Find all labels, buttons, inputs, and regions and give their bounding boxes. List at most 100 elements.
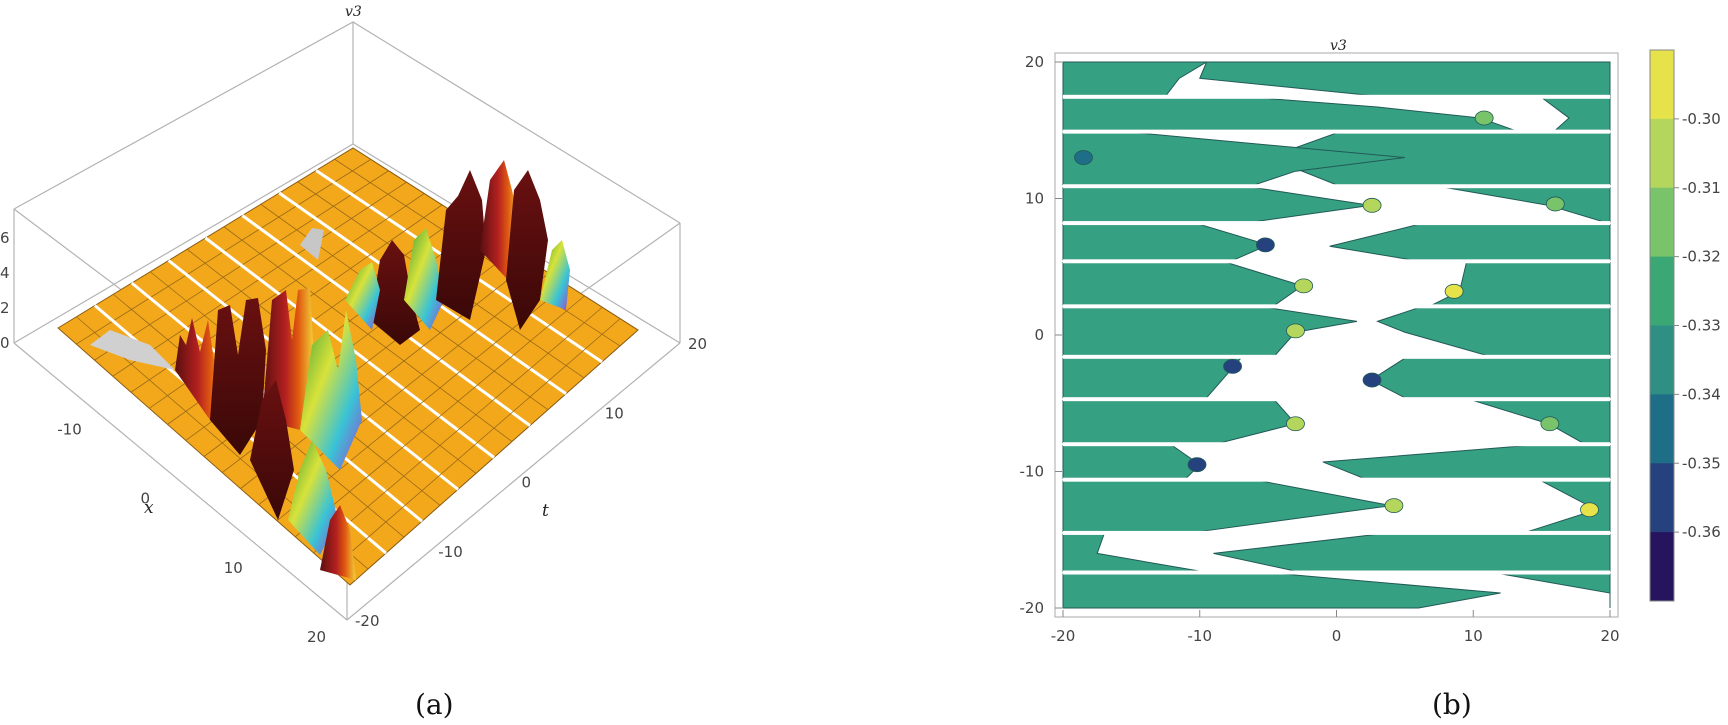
contour-level-patch — [1362, 372, 1382, 388]
contour-level-patch — [1187, 457, 1207, 473]
t-tick-label: 20 — [688, 335, 707, 353]
colorbar: -0.30 -0.31 -0.32 -0.33 -0.34 -0.35 -0.36 — [1649, 49, 1721, 602]
x-tick-label: -10 — [57, 420, 82, 438]
contour-level-patch — [1286, 416, 1305, 432]
contour-level-patch — [1255, 237, 1275, 253]
x-tick-label: 0 — [141, 490, 151, 508]
caption-a: (a) — [415, 688, 454, 721]
colorbar-tick-label: -0.30 — [1682, 110, 1721, 128]
surface-peaks — [90, 160, 570, 580]
contour-region — [1062, 262, 1304, 306]
contour-level-patch — [1545, 196, 1565, 212]
band-separator — [1063, 259, 1610, 264]
x-tick-label: 20 — [307, 628, 326, 646]
plot-title-b: v3 — [1330, 38, 1347, 54]
y-tick-label: -20 — [1020, 599, 1045, 617]
y-tick-label: 10 — [1025, 190, 1044, 208]
contour-regions — [1062, 61, 1611, 609]
contour-level-patch — [1444, 283, 1464, 299]
contour-region — [1213, 533, 1611, 572]
x-tick-label: 20 — [1600, 627, 1619, 645]
colorbar-tick-label: -0.32 — [1682, 248, 1721, 266]
z-axis-ticks: 0 2 4 6 — [0, 229, 10, 352]
contour-region — [1062, 573, 1501, 609]
contour-region — [1199, 61, 1611, 97]
colorbar-swatch — [1650, 463, 1674, 533]
contour-level-patch — [1580, 502, 1599, 518]
z-tick-label: 2 — [0, 299, 10, 317]
colorbar-tick-label: -0.31 — [1682, 179, 1721, 197]
y-tick-label: 20 — [1025, 53, 1044, 71]
colorbar-swatch — [1650, 394, 1674, 464]
band-separator — [1063, 442, 1610, 447]
colorbar-tick-label: -0.36 — [1682, 523, 1721, 541]
band-separator — [1063, 354, 1610, 359]
contour-region — [1062, 61, 1209, 97]
t-tick-label: -10 — [438, 543, 463, 561]
grid-line — [313, 306, 603, 554]
t-tick-label: -20 — [355, 612, 380, 630]
band-separator — [1063, 570, 1610, 575]
contour-region — [1322, 445, 1611, 479]
x-tick-label: 0 — [1332, 627, 1342, 645]
contour-region — [1369, 357, 1611, 399]
y-tick-label: -10 — [1020, 463, 1045, 481]
contour-region — [1376, 307, 1611, 356]
x-axis-label: x — [144, 498, 154, 518]
band-separator — [1063, 397, 1610, 402]
contour-region — [1062, 400, 1297, 444]
contour-region — [1540, 96, 1611, 131]
colorbar-tick-label: -0.34 — [1682, 385, 1721, 403]
contour-region — [1329, 223, 1611, 261]
z-tick-label: 6 — [0, 229, 10, 247]
band-separator — [1063, 530, 1610, 535]
contour-level-patch — [1294, 278, 1314, 294]
y-tick-label: 0 — [1034, 326, 1044, 344]
z-tick-label: 0 — [0, 334, 10, 352]
t-tick-label: 0 — [522, 474, 532, 492]
contour-region — [1500, 573, 1611, 608]
contour-region — [1062, 187, 1371, 223]
band-separator — [1063, 304, 1610, 309]
band-separator — [1063, 477, 1610, 482]
t-axis-label: t — [542, 501, 549, 521]
contour-region — [1062, 96, 1515, 131]
contour-level-patch — [1074, 150, 1093, 165]
t-axis-ticks: -20 -10 0 10 20 — [355, 335, 707, 630]
plot-title-a: v3 — [345, 4, 362, 20]
z-tick-label: 4 — [0, 264, 10, 282]
contour-axes: -20 -10 0 10 20 -20 -10 0 10 20 — [1020, 53, 1620, 645]
grid-line — [294, 295, 585, 538]
contour-level-patch — [1362, 197, 1382, 213]
x-tick-label: -20 — [1051, 627, 1076, 645]
colorbar-tick-label: -0.35 — [1682, 454, 1721, 472]
colorbar-swatch — [1650, 325, 1674, 395]
contour-region — [1062, 533, 1200, 572]
colorbar-swatch — [1650, 187, 1674, 258]
caption-b: (b) — [1432, 688, 1472, 721]
contour-level-patch — [1286, 323, 1305, 339]
contour-level-patch — [1223, 358, 1242, 374]
x-tick-label: -10 — [1188, 627, 1213, 645]
t-tick-label: 10 — [605, 404, 624, 422]
contour-region — [1062, 223, 1270, 261]
grid-line — [331, 318, 621, 570]
colorbar-tick-label: -0.33 — [1682, 317, 1721, 335]
contour-region — [1431, 262, 1611, 306]
contour-region — [1062, 307, 1358, 356]
contour-region — [1062, 480, 1392, 533]
colorbar-swatch — [1650, 118, 1674, 189]
x-tick-label: 10 — [1464, 627, 1483, 645]
contour-region — [1062, 357, 1242, 399]
colorbar-swatch — [1650, 256, 1674, 326]
colorbar-swatch — [1650, 532, 1674, 602]
contour-level-patch — [1384, 498, 1404, 514]
band-separator — [1063, 129, 1610, 134]
band-separator — [1063, 184, 1610, 189]
colorbar-swatch — [1650, 50, 1674, 120]
contour-region — [1062, 445, 1201, 479]
